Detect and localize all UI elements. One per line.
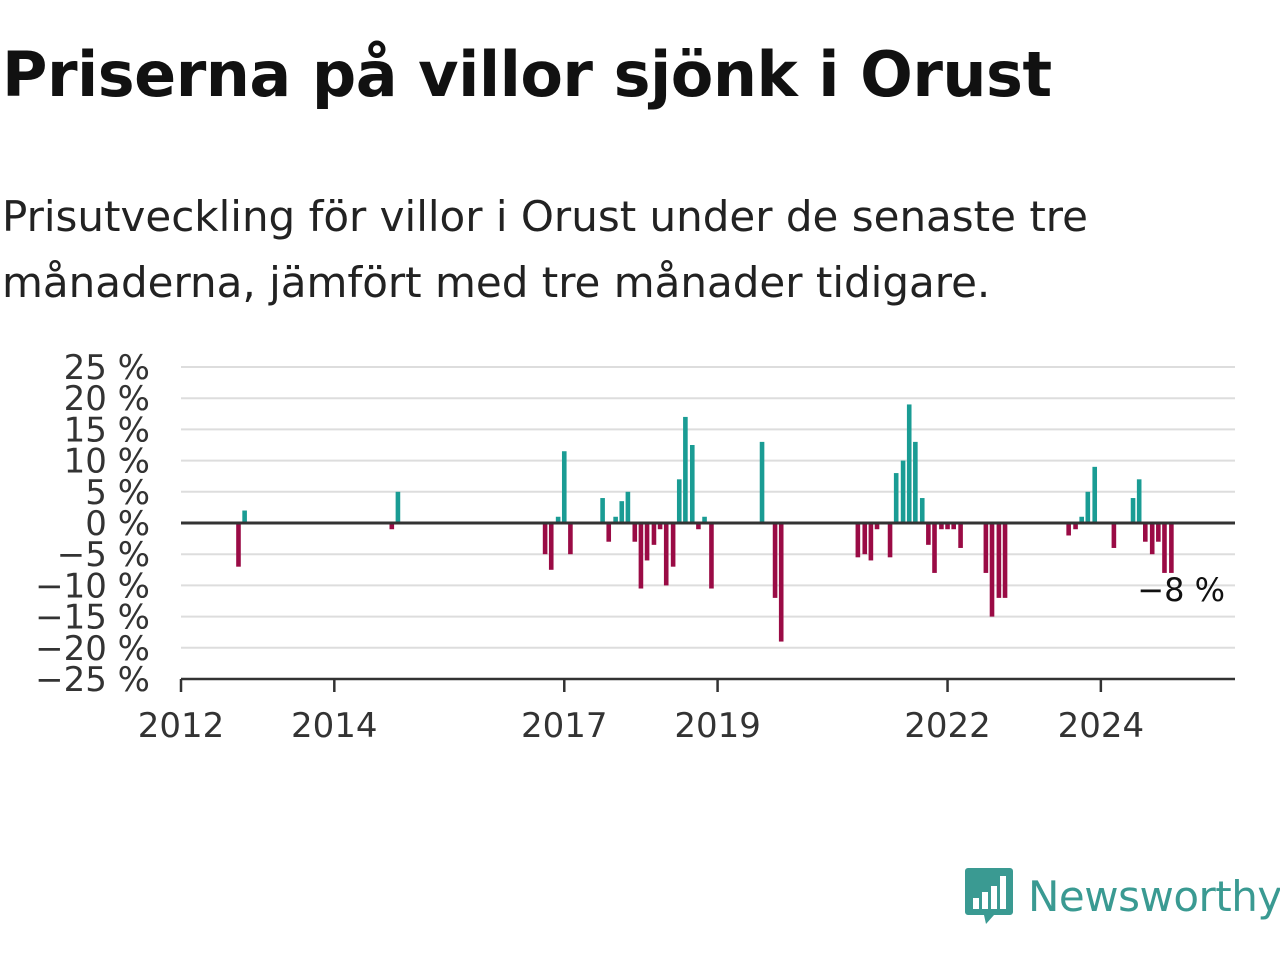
latest-value-label: −8 % <box>1137 571 1225 609</box>
bar <box>600 498 605 523</box>
bar <box>951 523 956 530</box>
bar <box>1085 491 1091 523</box>
newsworthy-logo: Newsworthy <box>964 864 1280 928</box>
y-tick-label: −15 % <box>35 598 150 638</box>
bar <box>926 523 931 545</box>
bar <box>542 523 548 555</box>
bar <box>638 523 644 589</box>
bar <box>683 416 688 523</box>
bar <box>1073 523 1078 530</box>
bar <box>919 498 925 523</box>
x-tick-label: 2019 <box>674 706 761 740</box>
bar <box>395 491 401 523</box>
bar <box>932 523 937 573</box>
bar <box>887 523 893 558</box>
x-tick-label: 2012 <box>138 706 225 740</box>
y-tick-label: 15 % <box>64 410 150 450</box>
y-tick-label: 0 % <box>85 504 150 544</box>
bar <box>913 441 918 523</box>
bar <box>874 523 880 530</box>
bar <box>548 523 554 570</box>
bar <box>1149 523 1155 555</box>
y-tick-label: −20 % <box>35 629 150 669</box>
bar <box>568 523 573 555</box>
bar <box>1002 523 1008 598</box>
bar <box>676 479 682 523</box>
bar <box>689 445 695 523</box>
bar <box>989 523 995 617</box>
page-subtitle: Prisutveckling för villor i Orust under … <box>2 192 1088 307</box>
bar <box>1066 523 1071 536</box>
bar <box>759 441 765 523</box>
x-tick-label: 2014 <box>291 706 378 740</box>
bar <box>893 473 899 523</box>
axes <box>179 521 1235 692</box>
bar <box>613 516 618 523</box>
bar <box>906 404 912 523</box>
bar <box>1156 523 1161 542</box>
bar <box>778 523 784 642</box>
bar <box>1136 479 1142 523</box>
bars <box>236 404 1174 642</box>
x-tick-label: 2022 <box>904 706 991 740</box>
bar <box>900 460 906 523</box>
bar <box>958 523 963 548</box>
bar <box>702 516 707 523</box>
y-tick-label: 10 % <box>64 442 150 482</box>
x-tick-label: 2024 <box>1058 706 1145 740</box>
bar <box>670 523 676 567</box>
bar <box>644 523 650 561</box>
bar <box>389 523 395 530</box>
bar <box>1143 523 1148 542</box>
bar <box>236 523 241 567</box>
bar <box>555 516 561 523</box>
bar <box>1130 498 1136 523</box>
tick-labels: 25 %20 %15 %10 %5 %0 %−5 %−10 %−15 %−20 … <box>35 348 1225 740</box>
bar <box>663 523 669 586</box>
bar <box>709 523 714 589</box>
bar <box>945 523 950 530</box>
bar <box>868 523 874 561</box>
y-tick-label: −25 % <box>35 660 150 700</box>
bar <box>619 501 625 523</box>
bar <box>696 523 701 530</box>
bar <box>625 491 631 523</box>
y-tick-label: 5 % <box>85 473 150 513</box>
bar <box>561 451 567 523</box>
x-tick-label: 2017 <box>521 706 608 740</box>
price-change-bar-chart: 25 %20 %15 %10 %5 %0 %−5 %−10 %−15 %−20 … <box>35 348 1235 740</box>
bar <box>606 523 612 542</box>
bar <box>772 523 778 598</box>
y-tick-label: −10 % <box>35 566 150 606</box>
bar <box>939 523 944 530</box>
bar <box>1162 523 1167 573</box>
bar <box>242 510 247 523</box>
page-title: Priserna på villor sjönk i Orust <box>2 38 1052 111</box>
brand-name: Newsworthy <box>1028 871 1280 921</box>
bar <box>862 523 868 555</box>
bar <box>1079 516 1084 523</box>
y-tick-label: −5 % <box>57 535 150 575</box>
bar <box>1169 523 1174 573</box>
bar <box>1111 523 1117 548</box>
bar <box>855 523 861 558</box>
bar <box>1092 466 1098 523</box>
y-tick-label: 20 % <box>64 379 150 419</box>
bar <box>657 523 663 530</box>
y-tick-label: 25 % <box>64 348 150 388</box>
bar <box>996 523 1002 598</box>
bar <box>983 523 989 573</box>
bar-chart-speech-bubble-icon <box>965 868 1013 924</box>
bar <box>651 523 657 545</box>
bar <box>632 523 638 542</box>
